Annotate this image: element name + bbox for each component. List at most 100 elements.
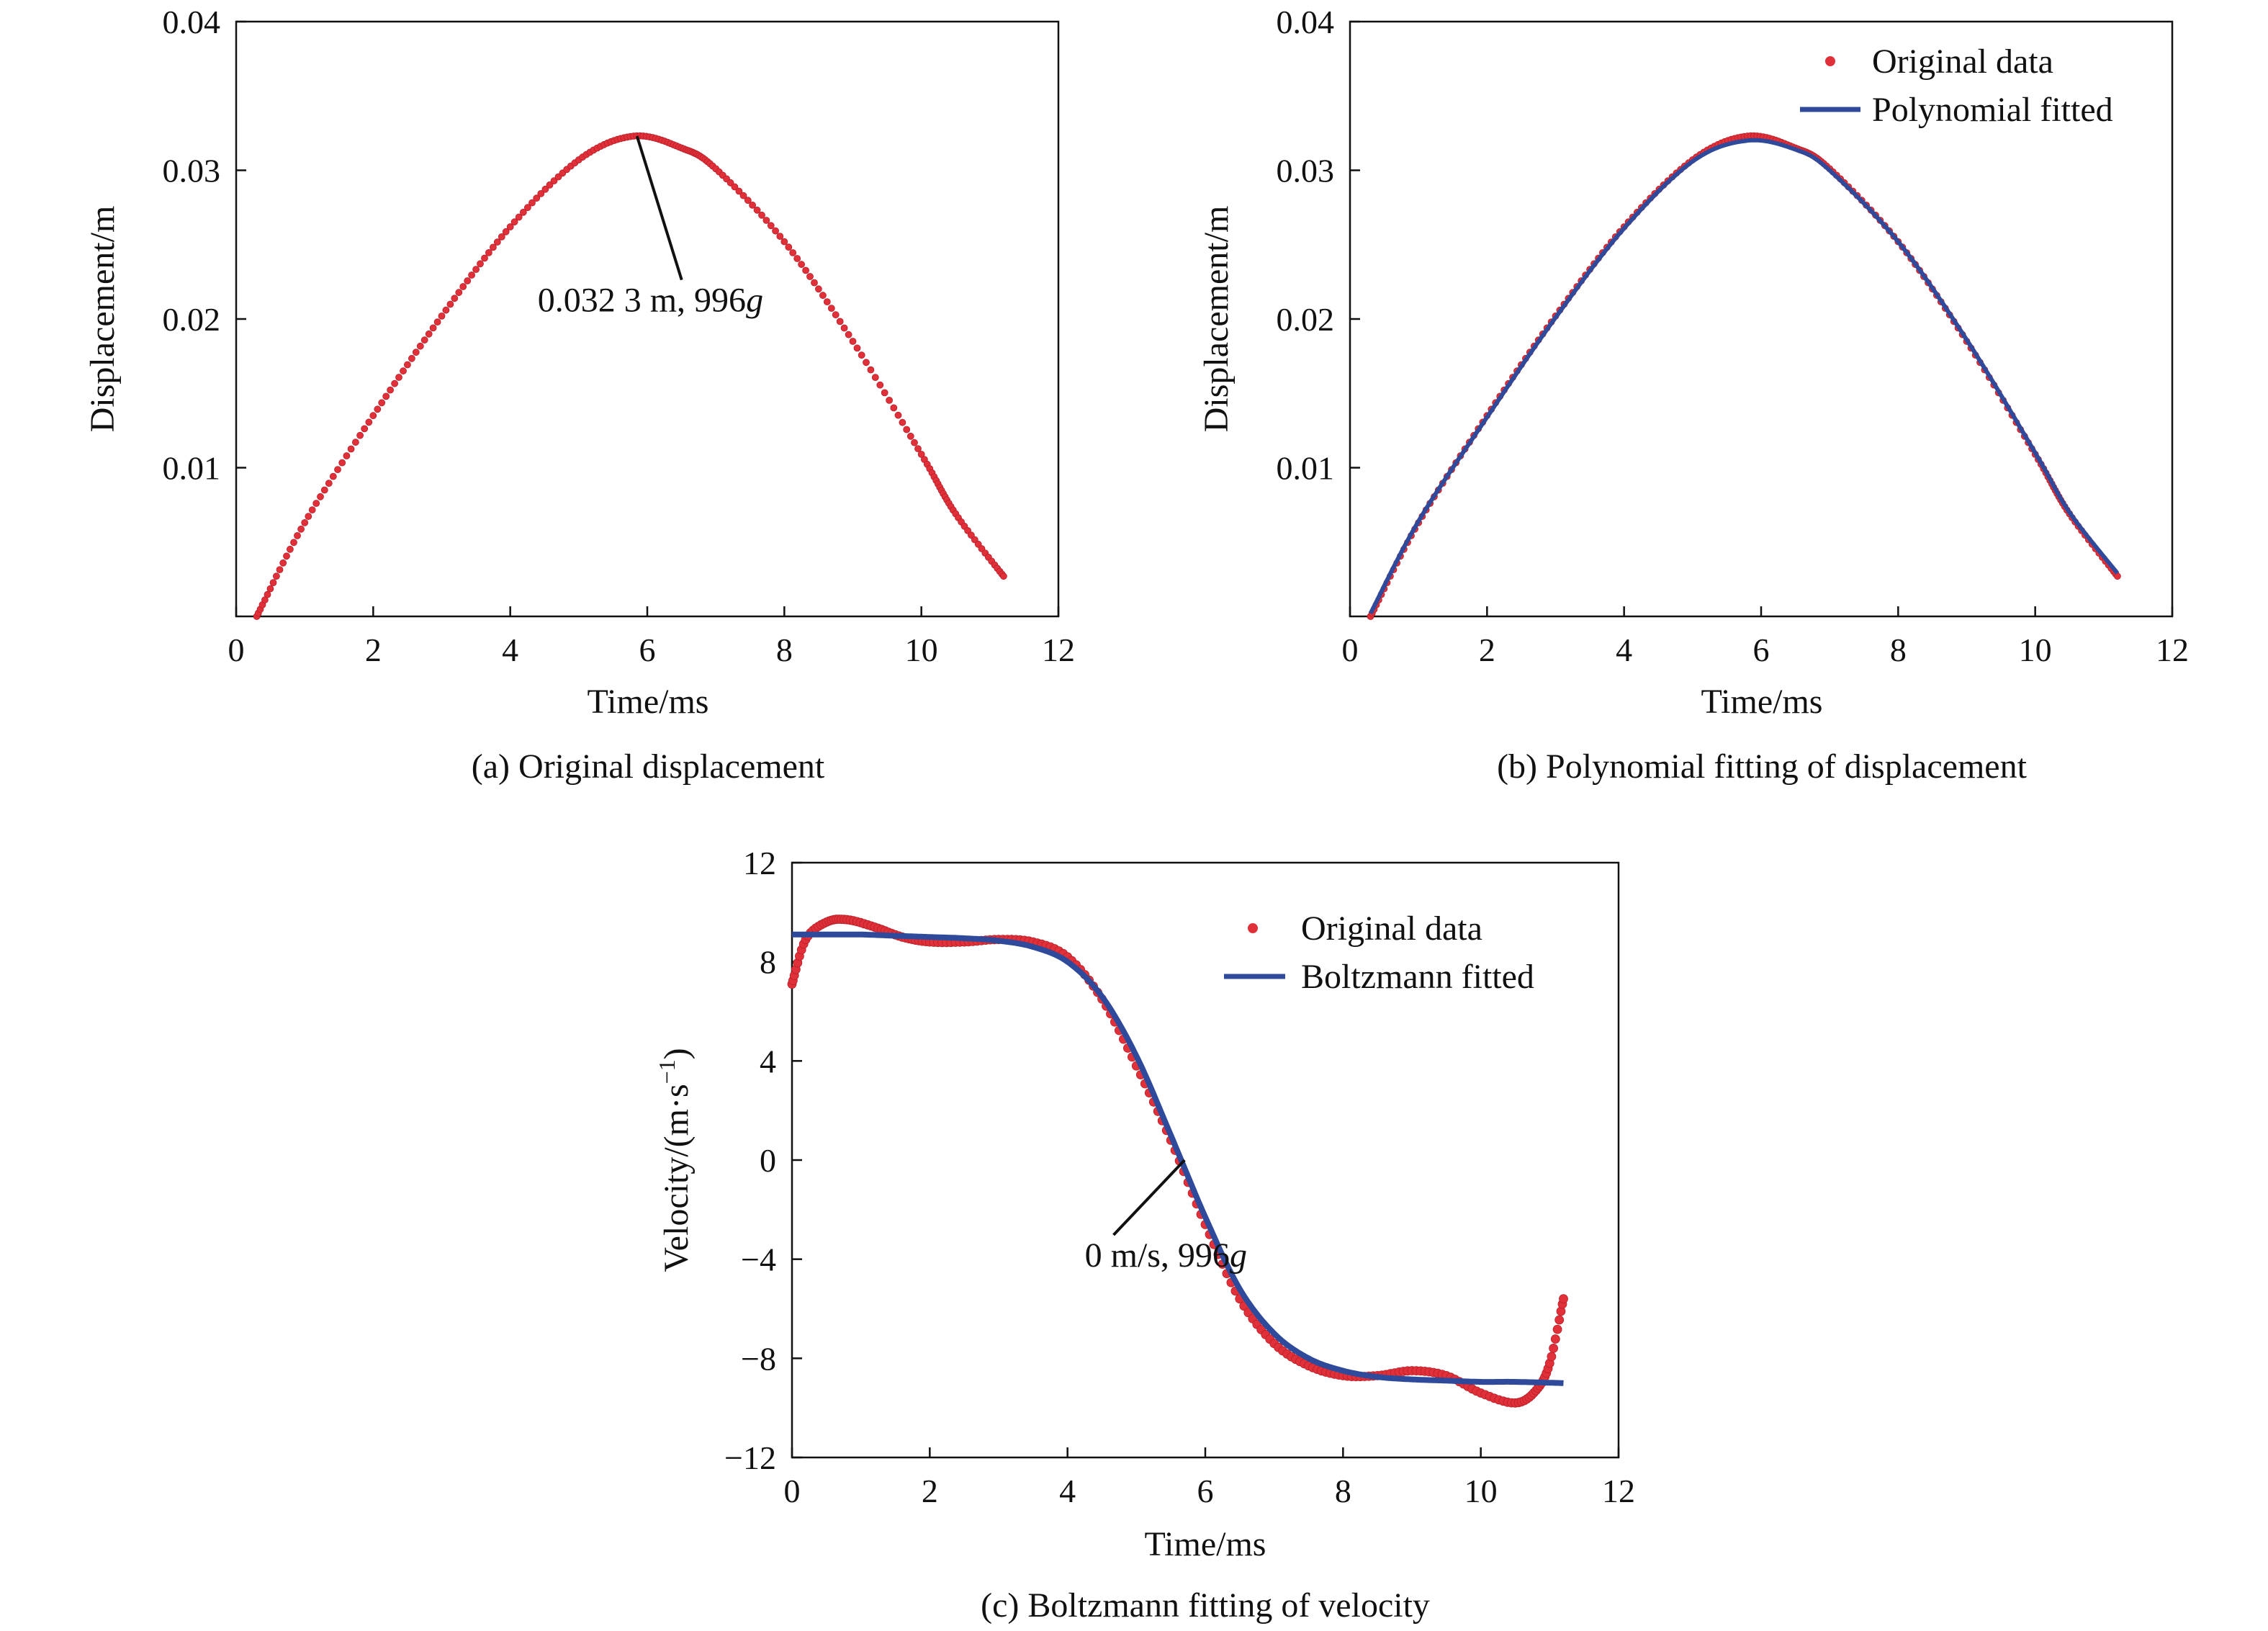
panel-c-y-axis-label-sup: −1 <box>654 1059 680 1084</box>
panel-c-x-tick-label: 12 <box>1602 1473 1635 1509</box>
panel-a-series-0-point <box>867 366 875 374</box>
panel-a-series-0-point <box>753 206 761 214</box>
panel-c-y-axis-label: Velocity/(m·s−1) <box>654 1048 696 1272</box>
panel-a-series-0-point <box>806 273 814 280</box>
panel-a-series-0-point <box>793 255 801 262</box>
panel-c-series-0-point <box>1547 1352 1557 1362</box>
panel-b-x-tick-label: 8 <box>1890 632 1907 668</box>
panel-a-series-0-point <box>731 183 739 191</box>
panel-c-legend-label-original: Original data <box>1301 909 1482 948</box>
panel-b-caption: (b) Polynomial fitting of displacement <box>1497 747 2028 786</box>
panel-a-series-0-point <box>395 374 402 381</box>
panel-b-y-axis-label: Displacement/m <box>1197 206 1236 433</box>
panel-a-series-0-point <box>365 418 373 426</box>
panel-a-series-0-point <box>798 261 805 269</box>
panel-a-series-0-point <box>382 392 390 400</box>
panel-a-annotation-text: 0.032 3 m, 996g <box>538 282 763 320</box>
panel-a-chart: Time/ms Displacement/m (a) Original disp… <box>84 4 1075 786</box>
panel-a-series-0-point <box>455 289 463 297</box>
panel-a-series-0-point <box>789 249 797 256</box>
panel-a-series-0-point <box>886 397 893 404</box>
panel-a-series-0-point <box>361 425 369 433</box>
panel-a-x-tick-label: 2 <box>365 632 382 668</box>
panel-a-series-0-point <box>420 336 428 344</box>
panel-a-series-0-point <box>510 218 518 226</box>
panel-a-series-0-point <box>329 472 337 480</box>
panel-a-series-0-point <box>546 181 554 189</box>
panel-c-caption: (c) Boltzmann fitting of velocity <box>981 1586 1430 1625</box>
panel-b-y-tick-label: 0.01 <box>1277 450 1335 487</box>
panel-a-x-tick-label: 10 <box>905 632 938 668</box>
panel-a-series-0-point <box>305 513 312 520</box>
panel-a-series-0-point <box>911 439 918 446</box>
panel-a-series-0-point <box>849 338 857 345</box>
panel-a-series-0-point <box>290 539 297 547</box>
panel-a-annotation-leader <box>635 135 683 281</box>
panel-a-series-0-point <box>429 324 437 332</box>
panel-a-series-0-point <box>876 381 884 389</box>
panel-b-x-tick-label: 6 <box>1753 632 1770 668</box>
panel-b-chart: Time/ms Displacement/m (b) Polynomial fi… <box>1197 4 2189 786</box>
panel-a-series-0-point <box>369 412 377 420</box>
panel-a-series-0-point <box>749 201 756 209</box>
panel-a-series-0-point <box>767 222 775 230</box>
panel-a-series-0-point <box>325 480 333 487</box>
panel-a-series-0-point <box>301 519 309 526</box>
panel-a-series-0-point <box>894 411 902 419</box>
panel-c-annotation-text: 0 m/s, 996g <box>1085 1236 1247 1275</box>
panel-a-series-0-point <box>811 279 818 287</box>
panel-a-series-0-point <box>425 330 433 338</box>
panel-a-series-0-point <box>906 432 914 440</box>
panel-c-series-0-point <box>1559 1294 1568 1304</box>
panel-a-series-0-point <box>338 459 346 467</box>
panel-c-plot-frame <box>791 861 1620 1459</box>
panel-a-series-0-point <box>785 243 793 251</box>
panel-a-series-0-point <box>347 445 355 453</box>
panel-a-series-0-point <box>308 506 316 513</box>
panel-c-legend: Original data Boltzmann fitted <box>1224 909 1534 996</box>
panel-a-series-0-point <box>343 452 351 459</box>
panel-a-series-0-point <box>528 199 536 207</box>
panel-a-series-0-point <box>438 312 446 320</box>
panel-b-legend-marker-original <box>1825 56 1835 66</box>
panel-a-series-0-point <box>541 185 549 193</box>
panel-a-series-0-point <box>853 344 861 352</box>
panel-b-legend-label-original: Original data <box>1872 42 2053 81</box>
panel-a-series-0-point <box>832 311 840 319</box>
panel-a-series-0-point <box>464 277 472 284</box>
panel-a-series-0-point <box>758 211 765 219</box>
panel-c-legend-label-fitted: Boltzmann fitted <box>1301 958 1534 996</box>
panel-a-series-0-point <box>312 500 320 507</box>
panel-a-series-0-point <box>283 552 290 560</box>
panel-c-annotation-leader <box>1112 1159 1186 1236</box>
panel-a-series-0-point <box>356 431 364 439</box>
panel-c-y-tick-label: 12 <box>743 845 776 881</box>
panel-a-series-0-point <box>515 213 523 221</box>
panel-a-series-0-point <box>481 254 488 262</box>
panel-a-series-0-point <box>502 228 510 235</box>
panel-c-x-tick-label: 10 <box>1464 1473 1498 1509</box>
panel-a-series-0-point <box>442 306 450 314</box>
panel-a-y-tick-label: 0.04 <box>163 4 221 40</box>
panel-a-series-0-point <box>387 386 394 394</box>
panel-a-series-0-point <box>459 283 467 290</box>
panel-a-series-0-point <box>408 354 415 362</box>
panel-a-series-0-point <box>485 248 492 256</box>
panel-a-series-0-point <box>400 367 407 375</box>
panel-c-chart: Time/ms Velocity/(m·s−1) (c) Boltzmann f… <box>654 845 1635 1625</box>
panel-a-series-0-point <box>802 266 809 274</box>
panel-a-series-0-point <box>264 590 271 598</box>
panel-a-series-0-point <box>374 405 382 413</box>
panel-c-legend-marker-original <box>1248 923 1258 933</box>
panel-a-series-0-point <box>493 238 501 246</box>
panel-b-series-0-point <box>2113 572 2121 580</box>
panel-a-y-tick-label: 0.01 <box>163 450 221 487</box>
panel-c-x-tick-label: 4 <box>1059 1473 1076 1509</box>
panel-a-series-0-point <box>776 233 784 241</box>
panel-a-x-tick-label: 12 <box>1042 632 1075 668</box>
panel-a-series-0-point <box>744 197 752 205</box>
panel-a-series-0-point <box>490 243 497 251</box>
panel-a-y-tick-label: 0.02 <box>163 301 221 338</box>
panel-a-series-0-point <box>533 194 541 202</box>
